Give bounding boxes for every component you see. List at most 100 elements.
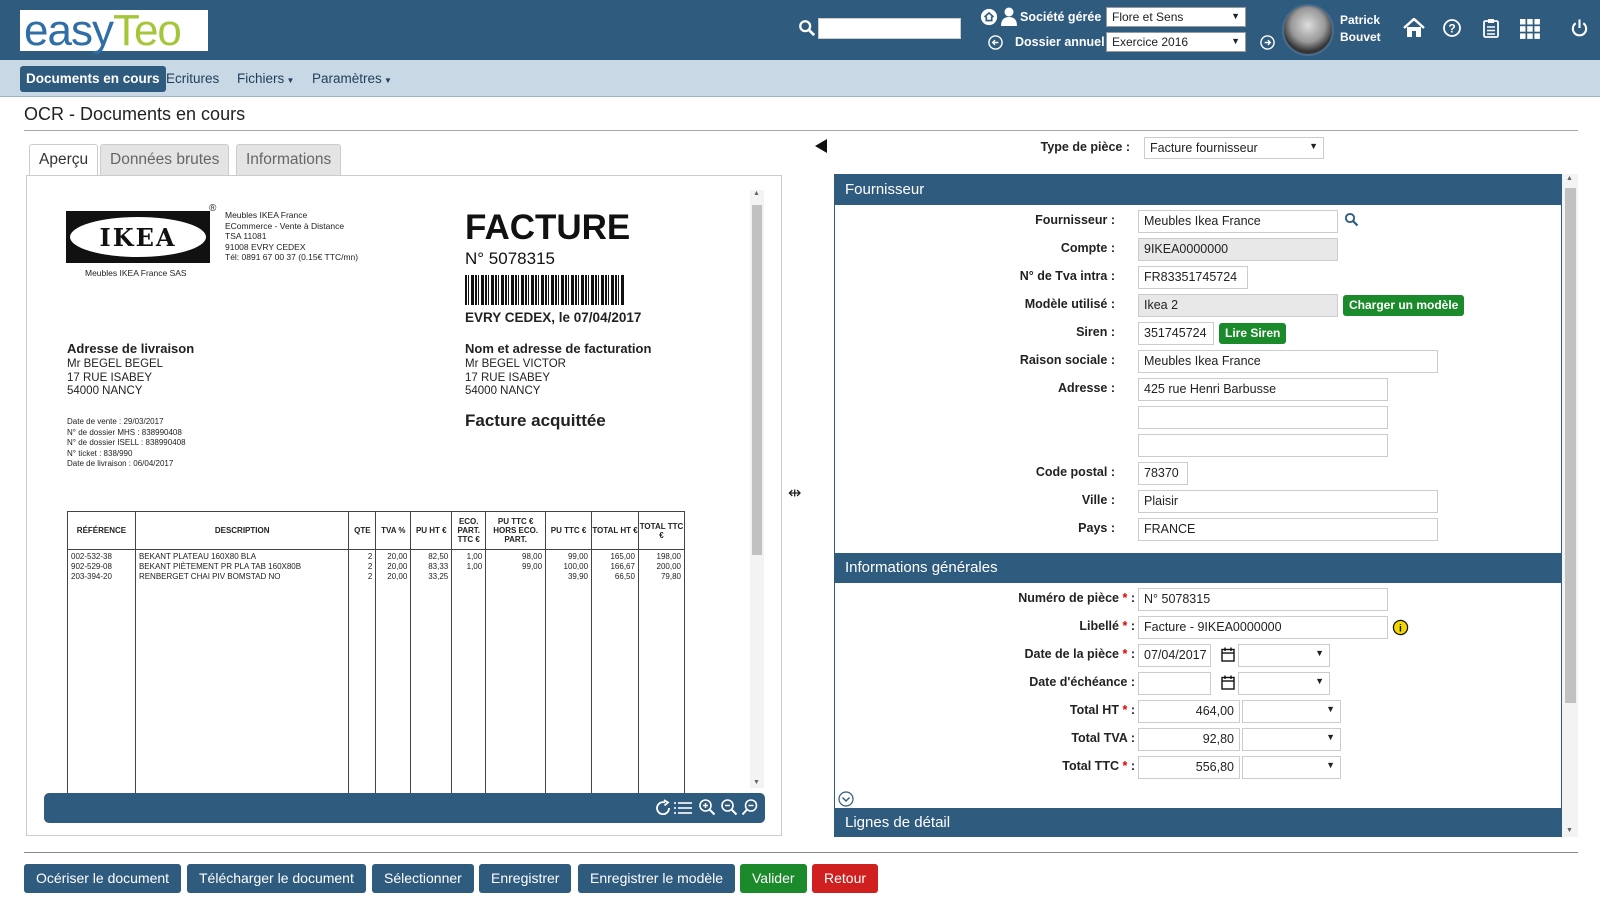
barcode <box>465 275 625 305</box>
expand-chevron-icon[interactable] <box>838 791 854 807</box>
section-lignes-detail: Lignes de détail <box>835 808 1561 836</box>
zoom-fit-icon[interactable] <box>741 798 759 816</box>
calendar-icon[interactable] <box>1221 647 1235 662</box>
help-icon[interactable]: ? <box>1443 19 1461 37</box>
oceriser-button[interactable]: Océriser le document <box>24 864 182 893</box>
adresse-field-2[interactable] <box>1138 406 1388 429</box>
required-mark: * <box>1122 759 1128 773</box>
nav-parametres[interactable]: Paramètres ▼ <box>312 66 392 92</box>
cell: 39,90 <box>567 572 589 581</box>
total-tva-field[interactable]: 92,80 <box>1138 728 1240 751</box>
logo[interactable]: easyTeo <box>20 9 208 53</box>
total-ttc-field[interactable]: 556,80 <box>1138 756 1240 779</box>
ville-field[interactable]: Plaisir <box>1138 490 1438 513</box>
logo-text: easy <box>24 6 114 55</box>
pays-field[interactable]: FRANCE <box>1138 518 1438 541</box>
next-arrow-icon[interactable] <box>1260 35 1275 50</box>
address-line: Mr BEGEL BEGEL <box>67 358 164 370</box>
valider-button[interactable]: Valider <box>740 864 807 893</box>
libelle-field[interactable]: Facture - 9IKEA0000000 <box>1138 616 1388 639</box>
enregistrer-button[interactable]: Enregistrer <box>479 864 572 893</box>
delivery-address: Mr BEGEL BEGEL 17 RUE ISABEY 54000 NANCY <box>67 358 163 399</box>
total-ht-select[interactable]: ▼ <box>1242 700 1341 723</box>
clipboard-icon[interactable] <box>1483 18 1499 38</box>
nav-documents-en-cours[interactable]: Documents en cours <box>20 66 166 92</box>
power-icon[interactable] <box>1570 18 1589 38</box>
search-input[interactable] <box>818 18 961 39</box>
list-icon[interactable] <box>674 800 692 816</box>
search-icon[interactable] <box>798 19 816 37</box>
siren-field[interactable]: 351745724 <box>1138 322 1214 345</box>
date-echeance-field[interactable] <box>1138 672 1211 695</box>
date-piece-field[interactable]: 07/04/2017 <box>1138 644 1211 667</box>
cell: 20,00 <box>387 552 408 561</box>
adresse-field-3[interactable] <box>1138 434 1388 457</box>
libelle-text: Libellé <box>1079 619 1119 633</box>
total-tva-select[interactable]: ▼ <box>1242 728 1341 751</box>
address-line: 17 RUE ISABEY <box>465 371 551 384</box>
collapse-arrow-icon[interactable] <box>815 139 827 153</box>
tva-intra-field[interactable]: FR83351745724 <box>1138 266 1248 289</box>
home-small-icon[interactable] <box>980 8 998 26</box>
rotate-icon[interactable] <box>654 799 672 817</box>
type-piece-select[interactable]: Facture fournisseur ▼ <box>1144 137 1324 159</box>
raison-sociale-field[interactable]: Meubles Ikea France <box>1138 350 1438 373</box>
societe-value: Flore et Sens <box>1112 10 1184 24</box>
cell-pu-ttc: 99,00 100,00 39,90 <box>545 549 593 793</box>
tab-donnees-brutes[interactable]: Données brutes <box>100 144 230 176</box>
tab-informations[interactable]: Informations <box>236 144 342 176</box>
total-ht-text: Total HT <box>1069 703 1119 717</box>
lire-siren-button[interactable]: Lire Siren <box>1219 323 1287 344</box>
prev-arrow-icon[interactable] <box>988 35 1003 50</box>
date-echeance-select[interactable]: ▼ <box>1238 672 1330 695</box>
info-icon[interactable]: i <box>1392 619 1409 636</box>
nav-ecritures[interactable]: Ecritures <box>166 71 220 86</box>
form-scrollbar-thumb[interactable] <box>1565 188 1576 703</box>
avatar[interactable] <box>1282 4 1334 56</box>
user-icon <box>1001 7 1017 26</box>
adresse-field-1[interactable]: 425 rue Henri Barbusse <box>1138 378 1388 401</box>
scroll-up-icon[interactable]: ▲ <box>1566 175 1573 182</box>
apps-grid-icon[interactable] <box>1520 19 1540 39</box>
colon: : <box>1130 703 1135 717</box>
user-name[interactable]: Patrick Bouvet <box>1340 12 1381 46</box>
column-header: RÉFÉRENCE <box>67 511 136 550</box>
cell: 82,50 <box>428 552 449 561</box>
resize-handle-icon[interactable]: ⇹ <box>788 485 802 502</box>
enregistrer-modele-button[interactable]: Enregistrer le modèle <box>578 864 736 893</box>
viewer-scrollbar-thumb[interactable] <box>752 205 762 555</box>
scroll-down-icon[interactable]: ▼ <box>753 779 760 786</box>
nav-parametres-label: Paramètres <box>312 71 382 86</box>
total-ht-field[interactable]: 464,00 <box>1138 700 1240 723</box>
code-postal-field[interactable]: 78370 <box>1138 462 1188 485</box>
charger-modele-button[interactable]: Charger un modèle <box>1343 295 1465 316</box>
svg-text:i: i <box>1399 623 1402 634</box>
fournisseur-field[interactable]: Meubles Ikea France <box>1138 210 1338 233</box>
retour-button[interactable]: Retour <box>812 864 879 893</box>
divider <box>24 130 1578 131</box>
modele-field: Ikea 2 <box>1138 294 1338 317</box>
calendar-icon[interactable] <box>1221 675 1235 690</box>
selectionner-button[interactable]: Sélectionner <box>372 864 474 893</box>
scroll-up-icon[interactable]: ▲ <box>753 190 760 197</box>
home-icon[interactable] <box>1403 18 1425 38</box>
dossier-select[interactable]: Exercice 2016 ▼ <box>1106 32 1246 52</box>
zoom-in-icon[interactable] <box>698 798 716 816</box>
societe-select[interactable]: Flore et Sens ▼ <box>1106 7 1246 27</box>
telecharger-button[interactable]: Télécharger le document <box>187 864 366 893</box>
nav-fichiers[interactable]: Fichiers ▼ <box>237 66 294 92</box>
scroll-down-icon[interactable]: ▼ <box>1566 827 1573 834</box>
numero-piece-field[interactable]: N° 5078315 <box>1138 588 1388 611</box>
tab-apercu[interactable]: Aperçu <box>29 144 99 177</box>
cell-references: 002-532-38 902-529-08 203-394-20 <box>67 549 136 793</box>
date-piece-select[interactable]: ▼ <box>1238 644 1330 667</box>
city-date: EVRY CEDEX, le 07/04/2017 <box>465 310 642 325</box>
chevron-down-icon: ▼ <box>1309 141 1318 151</box>
total-ttc-select[interactable]: ▼ <box>1242 756 1341 779</box>
delivery-title: Adresse de livraison <box>67 341 195 356</box>
search-icon[interactable] <box>1344 212 1359 227</box>
cell-pu-ht: 82,50 83,33 33,25 <box>410 549 453 793</box>
invoice-preview[interactable]: IKEA ® Meubles IKEA France SAS Meubles I… <box>45 193 745 793</box>
type-piece-value: Facture fournisseur <box>1150 141 1258 155</box>
zoom-out-icon[interactable] <box>720 798 738 816</box>
